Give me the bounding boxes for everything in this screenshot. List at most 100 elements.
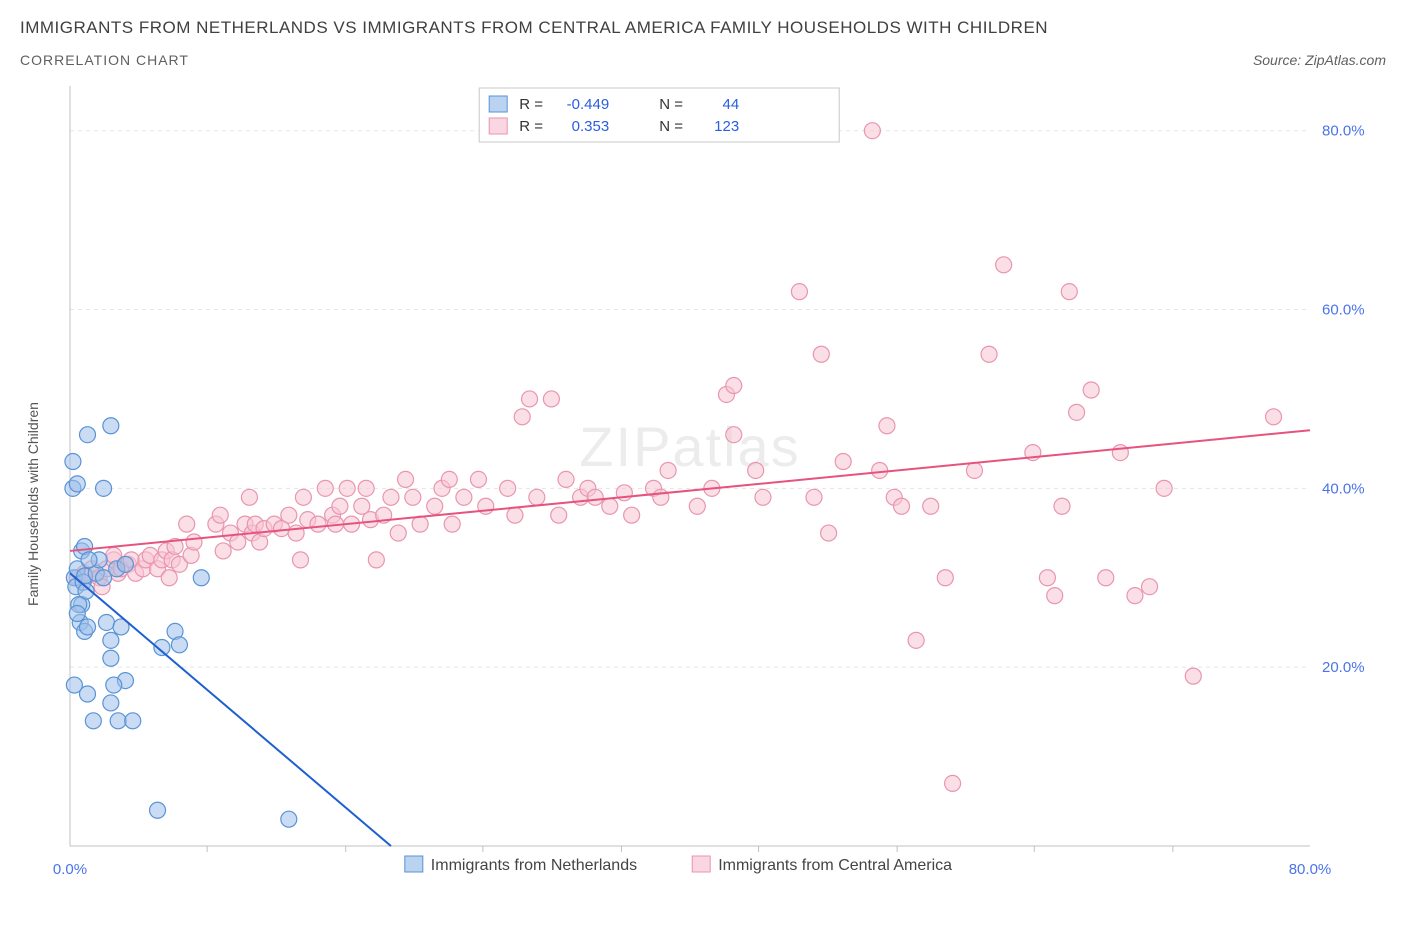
point-pink	[1112, 445, 1128, 461]
point-pink	[161, 570, 177, 586]
legend-r-value: 0.353	[572, 118, 610, 135]
y-tick-label: 40.0%	[1322, 480, 1365, 497]
trendline-blue	[70, 573, 391, 846]
point-pink	[358, 480, 374, 496]
point-blue	[98, 614, 114, 630]
point-blue	[150, 802, 166, 818]
point-pink	[441, 471, 457, 487]
point-pink	[522, 391, 538, 407]
legend-series-swatch	[692, 856, 710, 872]
page-title: IMMIGRANTS FROM NETHERLANDS VS IMMIGRANT…	[20, 18, 1386, 38]
point-pink	[551, 507, 567, 523]
point-pink	[412, 516, 428, 532]
point-pink	[241, 489, 257, 505]
legend-r-value: -0.449	[567, 96, 610, 113]
point-blue	[171, 637, 187, 653]
point-pink	[405, 489, 421, 505]
point-pink	[1156, 480, 1172, 496]
point-pink	[966, 462, 982, 478]
point-pink	[1266, 409, 1282, 425]
point-pink	[791, 284, 807, 300]
legend-swatch	[489, 118, 507, 134]
point-pink	[427, 498, 443, 514]
point-blue	[80, 427, 96, 443]
legend-series-swatch	[405, 856, 423, 872]
point-pink	[470, 471, 486, 487]
point-pink	[879, 418, 895, 434]
point-pink	[332, 498, 348, 514]
point-blue	[69, 476, 85, 492]
point-pink	[179, 516, 195, 532]
point-pink	[317, 480, 333, 496]
point-pink	[212, 507, 228, 523]
legend-n-value: 44	[723, 96, 740, 113]
point-blue	[80, 619, 96, 635]
point-pink	[295, 489, 311, 505]
point-pink	[390, 525, 406, 541]
legend-n-label: N =	[659, 96, 683, 113]
correlation-chart: ZIPatlas20.0%40.0%60.0%80.0%0.0%80.0%Fam…	[20, 78, 1386, 898]
point-pink	[230, 534, 246, 550]
point-blue	[96, 480, 112, 496]
point-pink	[1127, 588, 1143, 604]
point-pink	[894, 498, 910, 514]
point-pink	[368, 552, 384, 568]
point-pink	[653, 489, 669, 505]
point-pink	[726, 427, 742, 443]
legend-n-label: N =	[659, 118, 683, 135]
source-attrib: Source: ZipAtlas.com	[1253, 52, 1386, 68]
point-pink	[310, 516, 326, 532]
watermark: ZIPatlas	[579, 415, 800, 478]
point-blue	[125, 713, 141, 729]
y-tick-label: 60.0%	[1322, 302, 1365, 319]
point-pink	[558, 471, 574, 487]
point-pink	[1054, 498, 1070, 514]
point-pink	[689, 498, 705, 514]
point-pink	[726, 378, 742, 394]
point-pink	[543, 391, 559, 407]
point-pink	[456, 489, 472, 505]
point-pink	[529, 489, 545, 505]
point-blue	[117, 556, 133, 572]
point-pink	[748, 462, 764, 478]
point-pink	[996, 257, 1012, 273]
point-pink	[821, 525, 837, 541]
point-blue	[103, 650, 119, 666]
point-pink	[292, 552, 308, 568]
point-pink	[444, 516, 460, 532]
point-pink	[500, 480, 516, 496]
point-pink	[507, 507, 523, 523]
point-blue	[110, 713, 126, 729]
x-end-label: 80.0%	[1289, 861, 1332, 878]
point-pink	[383, 489, 399, 505]
point-pink	[864, 123, 880, 139]
x-origin-label: 0.0%	[53, 861, 87, 878]
page-subtitle: CORRELATION CHART	[20, 52, 189, 68]
legend-swatch	[489, 96, 507, 112]
point-pink	[1142, 579, 1158, 595]
point-pink	[937, 570, 953, 586]
point-pink	[1185, 668, 1201, 684]
point-pink	[602, 498, 618, 514]
point-blue	[81, 552, 97, 568]
point-pink	[908, 632, 924, 648]
point-pink	[1039, 570, 1055, 586]
point-pink	[514, 409, 530, 425]
point-pink	[923, 498, 939, 514]
legend-r-label: R =	[519, 118, 543, 135]
point-pink	[835, 454, 851, 470]
point-pink	[1083, 382, 1099, 398]
y-tick-label: 20.0%	[1322, 659, 1365, 676]
point-pink	[872, 462, 888, 478]
point-pink	[806, 489, 822, 505]
legend-r-label: R =	[519, 96, 543, 113]
point-pink	[755, 489, 771, 505]
point-pink	[660, 462, 676, 478]
point-pink	[981, 346, 997, 362]
point-pink	[813, 346, 829, 362]
point-pink	[945, 775, 961, 791]
point-pink	[1069, 404, 1085, 420]
point-blue	[65, 454, 81, 470]
chart-svg: ZIPatlas20.0%40.0%60.0%80.0%0.0%80.0%Fam…	[20, 78, 1386, 898]
point-pink	[587, 489, 603, 505]
